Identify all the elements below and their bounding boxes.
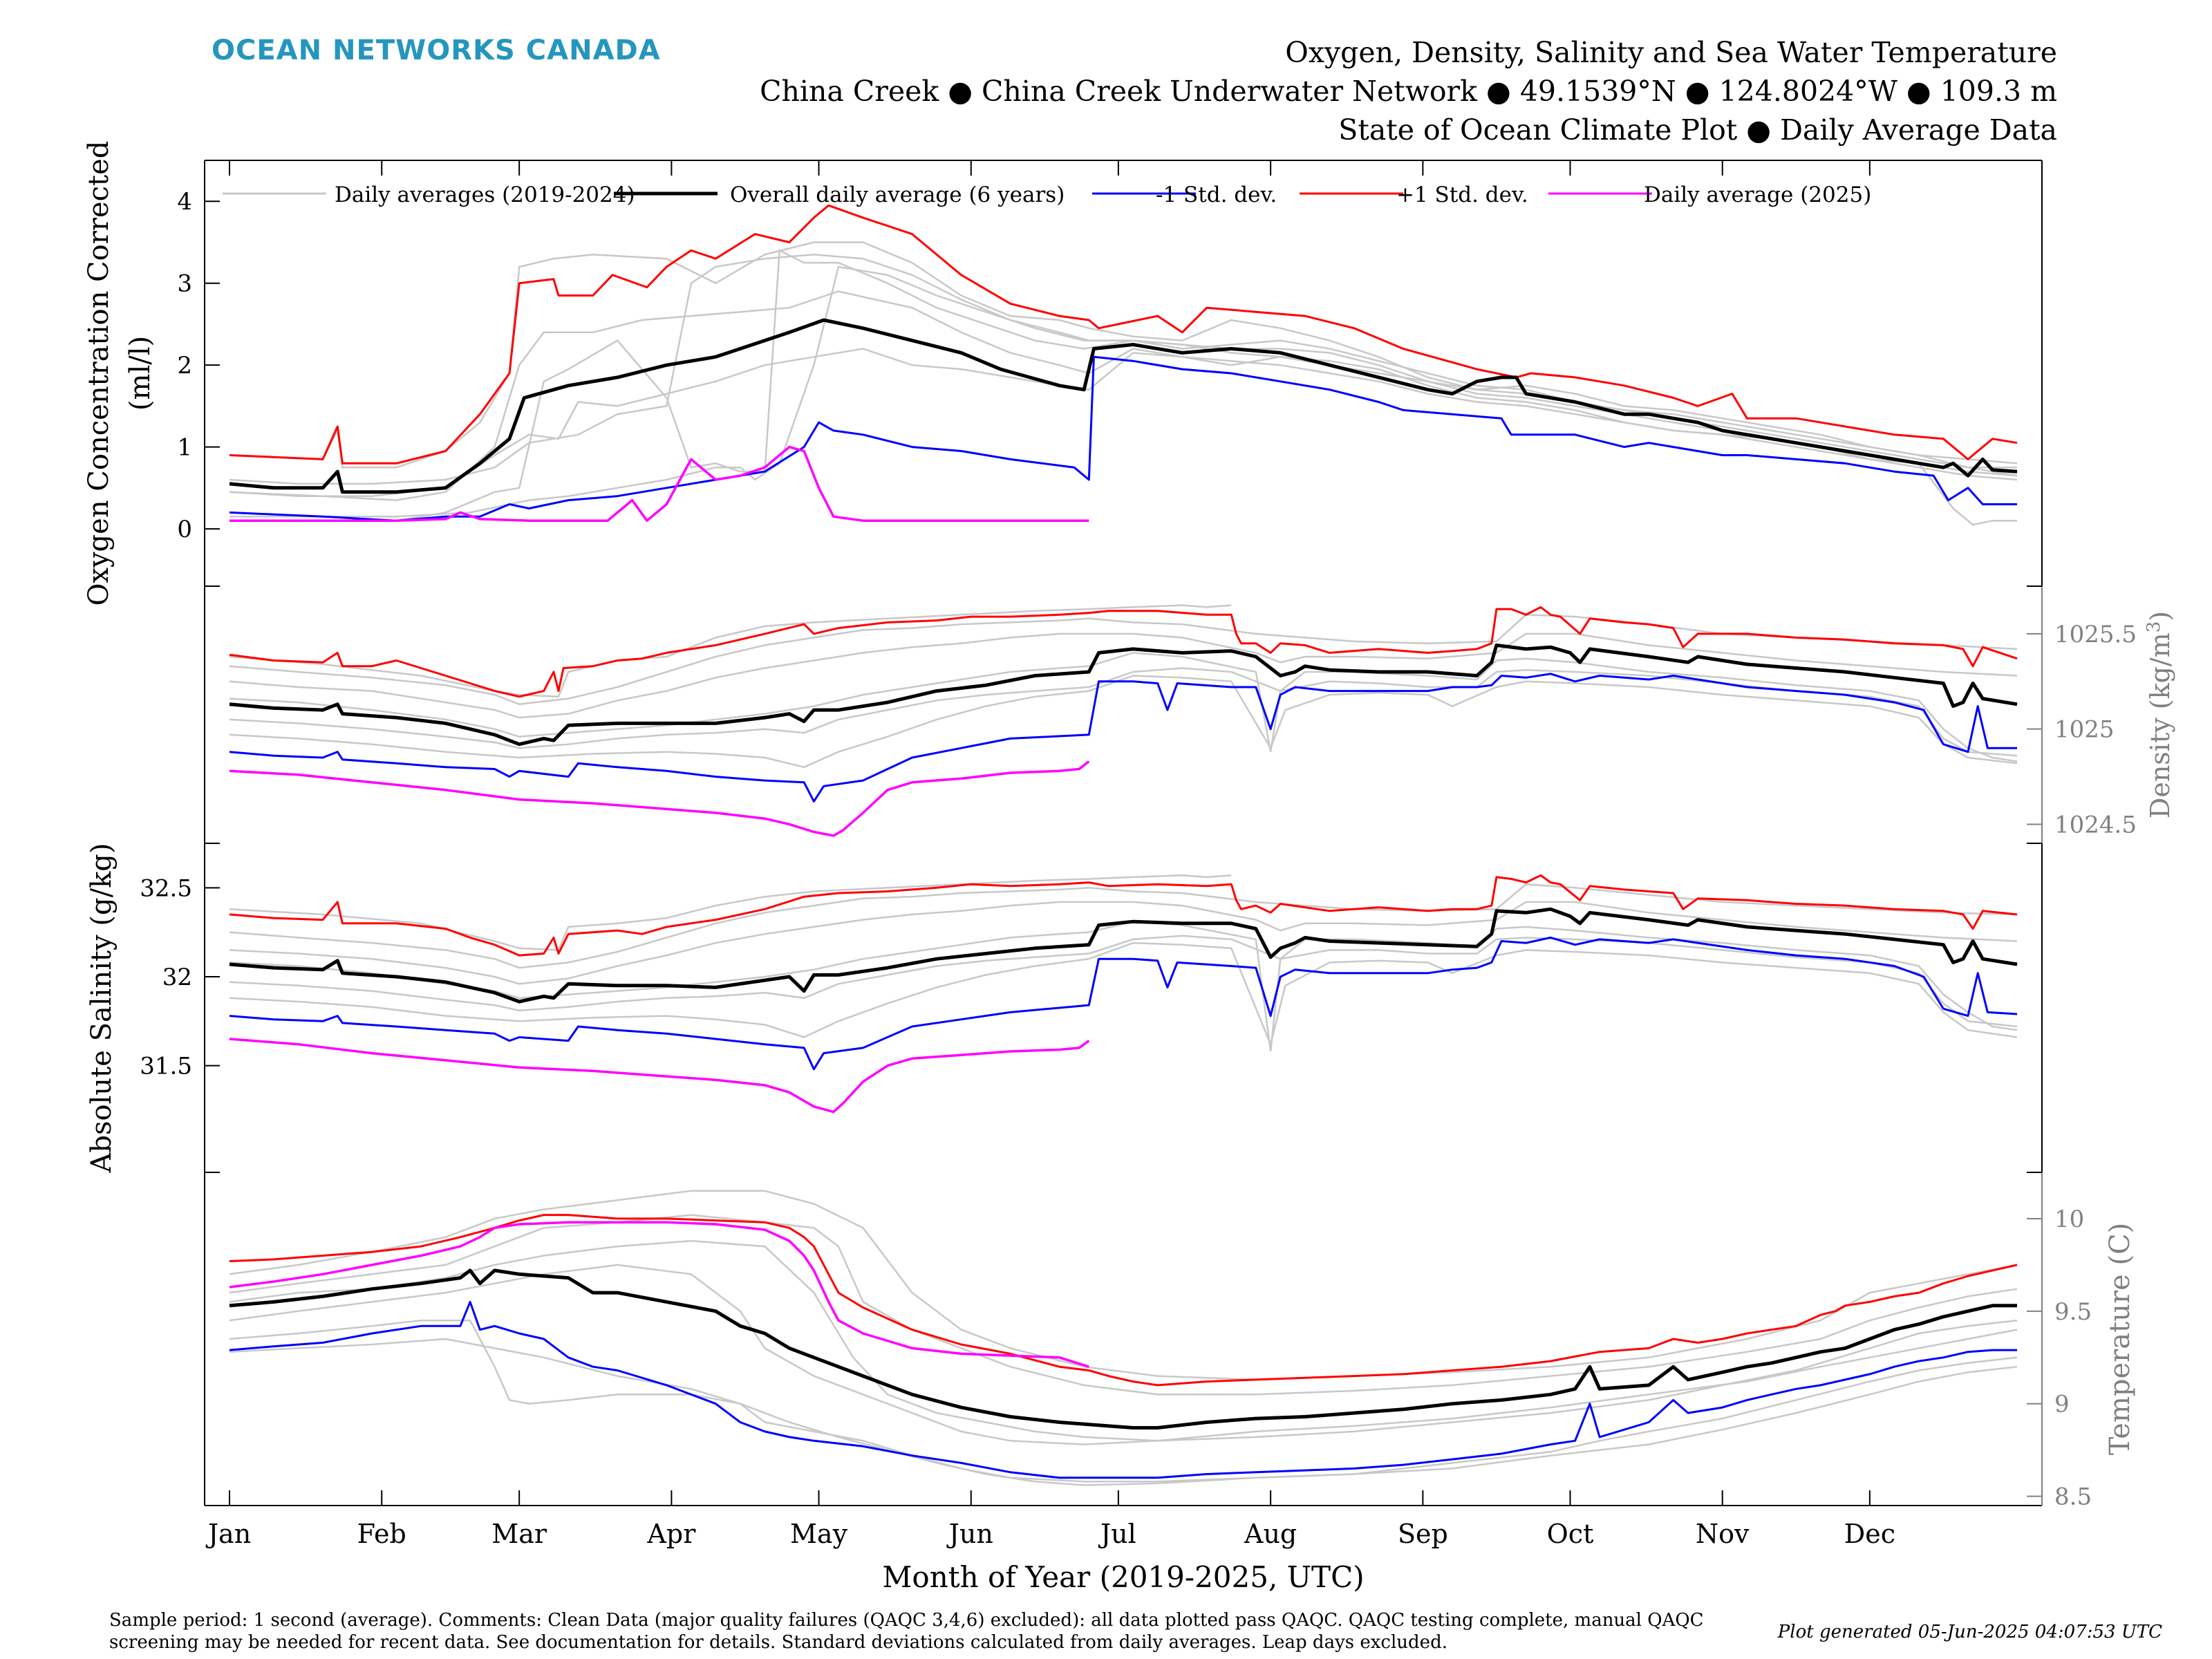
footer-generated: Plot generated 05-Jun-2025 04:07:53 UTC bbox=[1777, 1622, 2162, 1642]
x-tick-label-jan: Jan bbox=[205, 1519, 251, 1549]
salinity-current-line bbox=[229, 1038, 1090, 1114]
density-ylabel-main: Density (kg/m bbox=[2145, 632, 2175, 818]
density-historical-line-3 bbox=[229, 632, 2018, 719]
density-ytick-label: 1025 bbox=[2054, 716, 2115, 744]
density-minus-std-line bbox=[229, 673, 2017, 803]
salinity-historical-line-6 bbox=[229, 941, 2018, 1047]
density-ytick-label: 1024.5 bbox=[2054, 811, 2137, 838]
density-historical-line-6 bbox=[229, 675, 2018, 769]
temperature-ytick-label: 10 bbox=[2054, 1206, 2084, 1233]
temperature-historical-line-3 bbox=[229, 1264, 2018, 1445]
salinity-ylabel: Absolute Salinity (g/kg) bbox=[86, 843, 118, 1173]
oxygen-historical-line-4 bbox=[229, 249, 2017, 522]
footer-comment: Sample period: 1 second (average). Comme… bbox=[109, 1610, 1704, 1653]
density-historical-line-4 bbox=[229, 652, 2018, 762]
series-lines bbox=[229, 204, 2018, 1479]
brand-logo: OCEAN NETWORKS CANADA bbox=[212, 35, 661, 66]
axes bbox=[204, 160, 2043, 1506]
density-ylabel: Density (kg/m3) bbox=[2144, 611, 2175, 818]
temperature-ytick-label: 9 bbox=[2054, 1391, 2070, 1418]
x-tick-label-may: May bbox=[790, 1519, 848, 1549]
salinity-minus-std-line bbox=[229, 936, 2018, 1071]
salinity-plus-std-line bbox=[229, 874, 2018, 957]
temperature-historical-line-6 bbox=[229, 1239, 2018, 1442]
salinity-ytick-label: 32 bbox=[162, 964, 192, 991]
chart-title: Oxygen, Density, Salinity and Sea Water … bbox=[1285, 36, 2057, 69]
legend-label-historical: Daily averages (2019-2024) bbox=[335, 182, 635, 207]
oxygen-current-line bbox=[229, 445, 1089, 522]
chart-subtitle: China Creek ● China Creek Underwater Net… bbox=[760, 75, 2057, 108]
temperature-current-line bbox=[229, 1221, 1089, 1368]
historical-lines bbox=[229, 241, 2018, 1486]
temperature-ytick-label: 8.5 bbox=[2054, 1483, 2092, 1511]
x-tick-label-feb: Feb bbox=[357, 1519, 406, 1549]
salinity-ytick-label: 31.5 bbox=[140, 1053, 192, 1080]
x-tick-label-nov: Nov bbox=[1696, 1519, 1750, 1549]
temperature-plus-std-line bbox=[229, 1214, 2018, 1387]
legend-label-current: Daily average (2025) bbox=[1644, 182, 1871, 207]
temperature-ytick-label: 9.5 bbox=[2054, 1298, 2092, 1326]
density-mean-line bbox=[229, 643, 2018, 747]
density-ylabel-sup: 3 bbox=[2144, 621, 2164, 633]
x-tick-label-aug: Aug bbox=[1244, 1519, 1297, 1549]
oxygen-ytick-label: 2 bbox=[177, 352, 192, 379]
density-current-line bbox=[229, 760, 1090, 837]
oxygen-mean-line bbox=[229, 318, 2018, 494]
temperature-mean-line bbox=[229, 1268, 2017, 1430]
chart-subtitle-2: State of Ocean Climate Plot ● Daily Aver… bbox=[1338, 113, 2057, 147]
oxygen-historical-line-1 bbox=[229, 241, 2018, 477]
x-tick-label-dec: Dec bbox=[1844, 1519, 1895, 1549]
x-tick-label-jul: Jul bbox=[1098, 1519, 1136, 1549]
x-tick-label-jun: Jun bbox=[946, 1519, 993, 1549]
temperature-historical-line-5 bbox=[229, 1338, 2018, 1486]
x-tick-label-mar: Mar bbox=[491, 1519, 547, 1549]
salinity-ytick-label: 32.5 bbox=[140, 874, 192, 902]
axis-labels: 0 1 2 3 4 Oxygen Concentration Corrected (ml/l… bbox=[83, 141, 2175, 1594]
temperature-historical-line-4 bbox=[229, 1319, 2018, 1483]
oxygen-plus-std-line bbox=[229, 204, 2018, 465]
temperature-historical-line-2 bbox=[229, 1214, 2018, 1396]
oxygen-ytick-label: 1 bbox=[177, 434, 192, 462]
salinity-historical-line-2 bbox=[229, 883, 2018, 969]
oxygen-ylabel: (ml/l) bbox=[124, 336, 156, 411]
oxygen-historical-line-6 bbox=[229, 253, 2018, 485]
salinity-historical-line-1 bbox=[229, 874, 1232, 951]
salinity-historical-line-3 bbox=[229, 901, 2018, 985]
density-ylabel-close: ) bbox=[2145, 611, 2175, 621]
density-ytick-label: 1025.5 bbox=[2054, 621, 2137, 648]
oxygen-ylabel: Oxygen Concentration Corrected bbox=[83, 141, 115, 606]
salinity-historical-line-5 bbox=[229, 935, 2018, 1028]
legend-label-mean: Overall daily average (6 years) bbox=[730, 182, 1065, 207]
temperature-minus-std-line bbox=[229, 1300, 2017, 1479]
x-axis-label: Month of Year (2019-2025, UTC) bbox=[882, 1560, 1364, 1594]
density-plus-std-line bbox=[229, 606, 2018, 698]
temperature-ylabel: Temperature (C) bbox=[2104, 1223, 2136, 1456]
legend: Daily averages (2019-2024) Overall daily … bbox=[223, 182, 1871, 207]
oxygen-ytick-label: 4 bbox=[177, 188, 192, 216]
x-tick-label-apr: Apr bbox=[646, 1519, 696, 1549]
oxygen-ytick-label: 0 bbox=[177, 516, 192, 543]
legend-label-plus-std: +1 Std. dev. bbox=[1396, 182, 1528, 207]
oxygen-minus-std-line bbox=[229, 355, 2017, 522]
x-tick-label-sep: Sep bbox=[1398, 1519, 1448, 1549]
oxygen-ytick-label: 3 bbox=[177, 270, 192, 298]
x-tick-label-oct: Oct bbox=[1547, 1519, 1594, 1549]
salinity-mean-line bbox=[229, 907, 2018, 1004]
legend-label-minus-std: -1 Std. dev. bbox=[1156, 182, 1277, 207]
oxygen-historical-line-3 bbox=[229, 348, 2017, 526]
salinity-historical-line-4 bbox=[229, 920, 2018, 1052]
